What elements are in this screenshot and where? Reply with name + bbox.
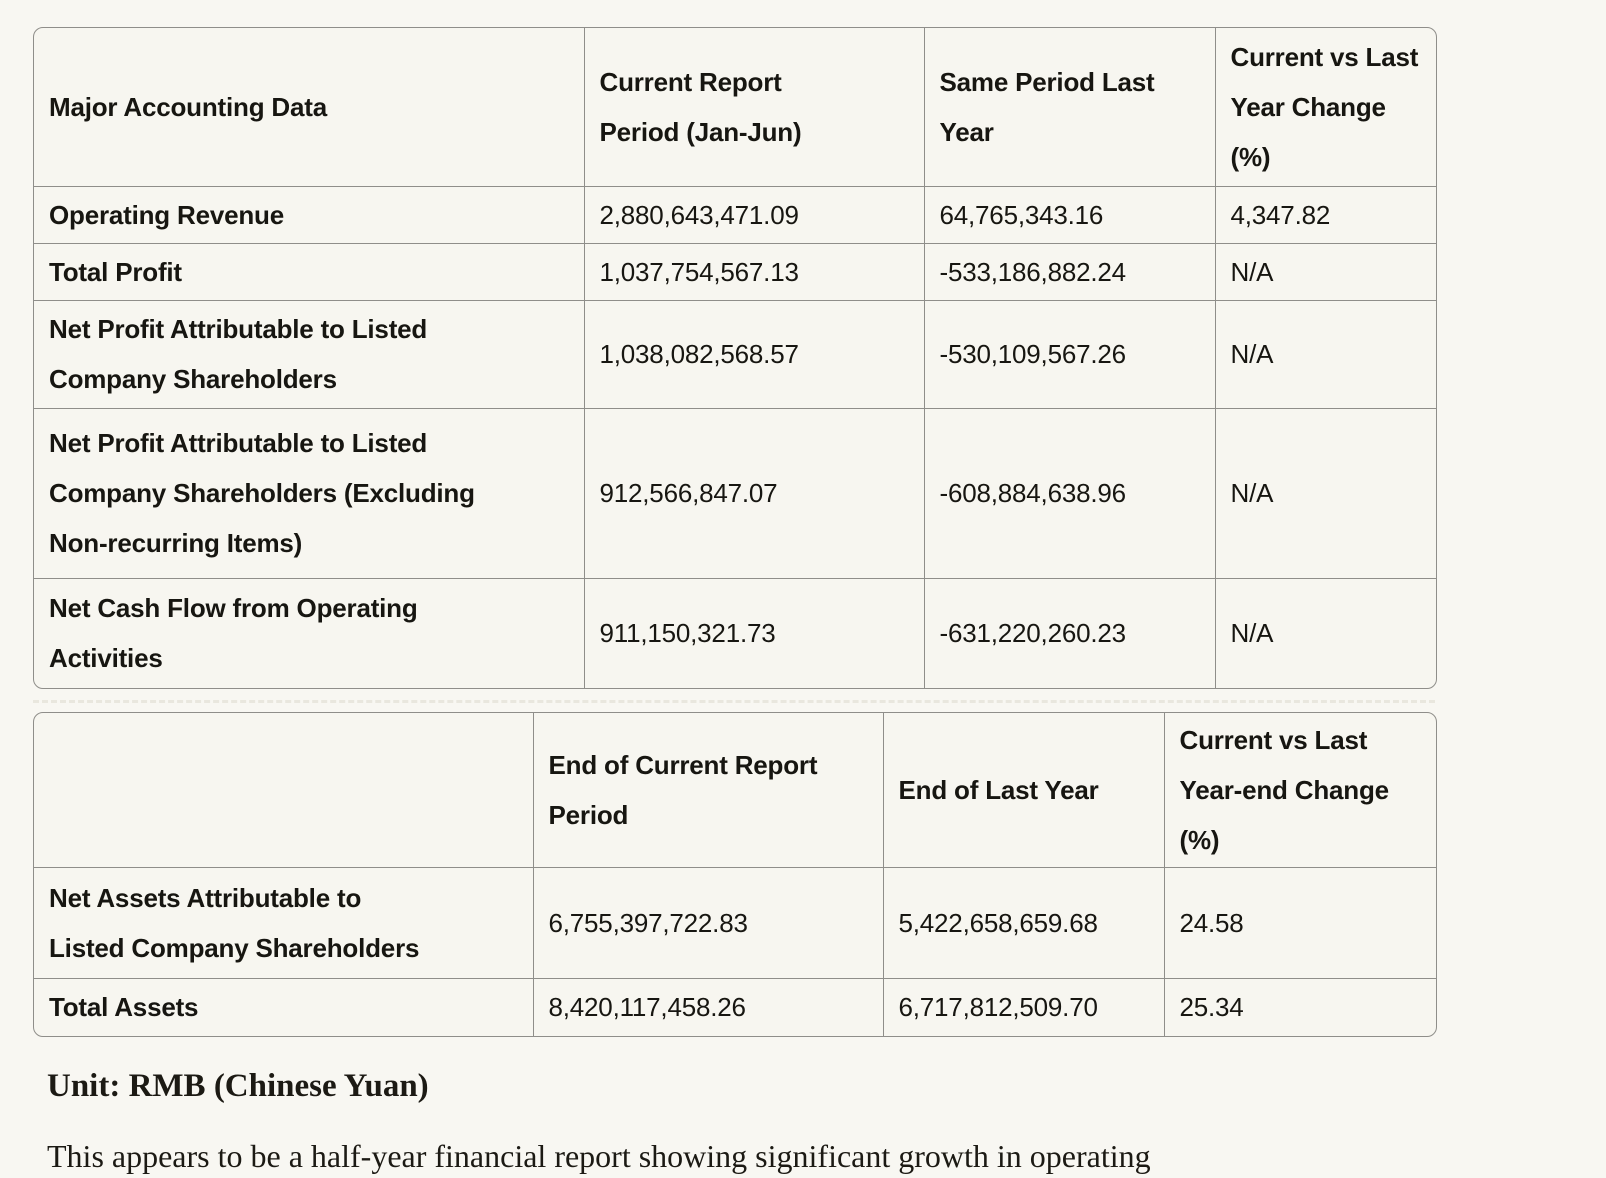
table-row-net-cash-flow: Net Cash Flow from Operating Activities … <box>34 578 1436 688</box>
table1-header-major-accounting-data: Major Accounting Data <box>34 28 585 187</box>
report-note-text: This appears to be a half-year financial… <box>47 1137 1151 1174</box>
end-last-year-value: 5,422,658,659.68 <box>883 867 1165 979</box>
row-label: Total Assets <box>34 978 534 1036</box>
row-label: Total Profit <box>34 243 585 301</box>
end-current-period-value: 8,420,117,458.26 <box>533 978 884 1036</box>
table-row-net-assets: Net Assets Attributable to Listed Compan… <box>34 867 1436 979</box>
table1-header-current-report-period: Current Report Period (Jan-Jun) <box>584 28 925 187</box>
row-label: Net Profit Attributable to Listed Compan… <box>34 300 585 409</box>
table2-header-end-of-current-report-period: End of Current Report Period <box>533 713 884 868</box>
change-value: 25.34 <box>1179 992 1244 1023</box>
table-row-operating-revenue: Operating Revenue 2,880,643,471.09 64,76… <box>34 186 1436 244</box>
table2-header-row: End of Current Report Period End of Last… <box>34 713 1436 868</box>
table1-header-change-percent: Current vs Last Year Change (%) <box>1215 28 1436 187</box>
table-row-net-profit-excluding-nonrecurring: Net Profit Attributable to Listed Compan… <box>34 408 1436 579</box>
current-period-value: 1,038,082,568.57 <box>584 300 925 409</box>
table2-header-end-of-last-year: End of Last Year <box>883 713 1165 868</box>
financial-report-content: Major Accounting Data Current Report Per… <box>33 27 1437 1178</box>
last-period-value: -533,186,882.24 <box>924 243 1216 301</box>
change-value: N/A <box>1215 243 1436 301</box>
current-period-value: 2,880,643,471.09 <box>584 186 925 244</box>
change-value: N/A <box>1215 408 1436 579</box>
current-period-value: 912,566,847.07 <box>584 408 925 579</box>
major-accounting-data-table: Major Accounting Data Current Report Per… <box>33 27 1437 689</box>
last-period-value: -608,884,638.96 <box>924 408 1216 579</box>
end-last-year-value: 6,717,812,509.70 <box>883 978 1165 1036</box>
table-row-net-profit: Net Profit Attributable to Listed Compan… <box>34 300 1436 409</box>
last-period-value: -530,109,567.26 <box>924 300 1216 409</box>
last-period-value: 64,765,343.16 <box>924 186 1216 244</box>
table1-header-same-period-last-year: Same Period Last Year <box>924 28 1216 187</box>
footer-area: Unit: RMB (Chinese Yuan) This appears to… <box>47 1065 1437 1178</box>
table2-header-yearend-change-percent: Current vs Last Year-end Change (%) <box>1164 713 1436 868</box>
table2-header-empty <box>34 713 534 868</box>
row-label: Net Assets Attributable to Listed Compan… <box>34 867 534 979</box>
row-label: Net Cash Flow from Operating Activities <box>34 578 585 688</box>
change-value: 4,347.82 <box>1215 186 1436 244</box>
table-divider <box>33 689 1437 712</box>
change-value: N/A <box>1215 300 1436 409</box>
table-row-total-assets: Total Assets 8,420,117,458.26 6,717,812,… <box>34 978 1436 1036</box>
current-period-value: 1,037,754,567.13 <box>584 243 925 301</box>
row-label: Operating Revenue <box>34 186 585 244</box>
divider-dashed-line <box>33 700 1435 703</box>
current-period-value: 911,150,321.73 <box>584 578 925 688</box>
end-current-period-value: 6,755,397,722.83 <box>533 867 884 979</box>
balance-sheet-table: End of Current Report Period End of Last… <box>33 712 1437 1037</box>
row-label: Net Profit Attributable to Listed Compan… <box>34 408 585 579</box>
unit-label: Unit: RMB (Chinese Yuan) <box>47 1067 429 1104</box>
table-row-total-profit: Total Profit 1,037,754,567.13 -533,186,8… <box>34 243 1436 301</box>
table1-header-row: Major Accounting Data Current Report Per… <box>34 28 1436 187</box>
change-value: N/A <box>1230 618 1274 649</box>
change-value: 24.58 <box>1164 867 1436 979</box>
last-period-value: -631,220,260.23 <box>924 578 1216 688</box>
